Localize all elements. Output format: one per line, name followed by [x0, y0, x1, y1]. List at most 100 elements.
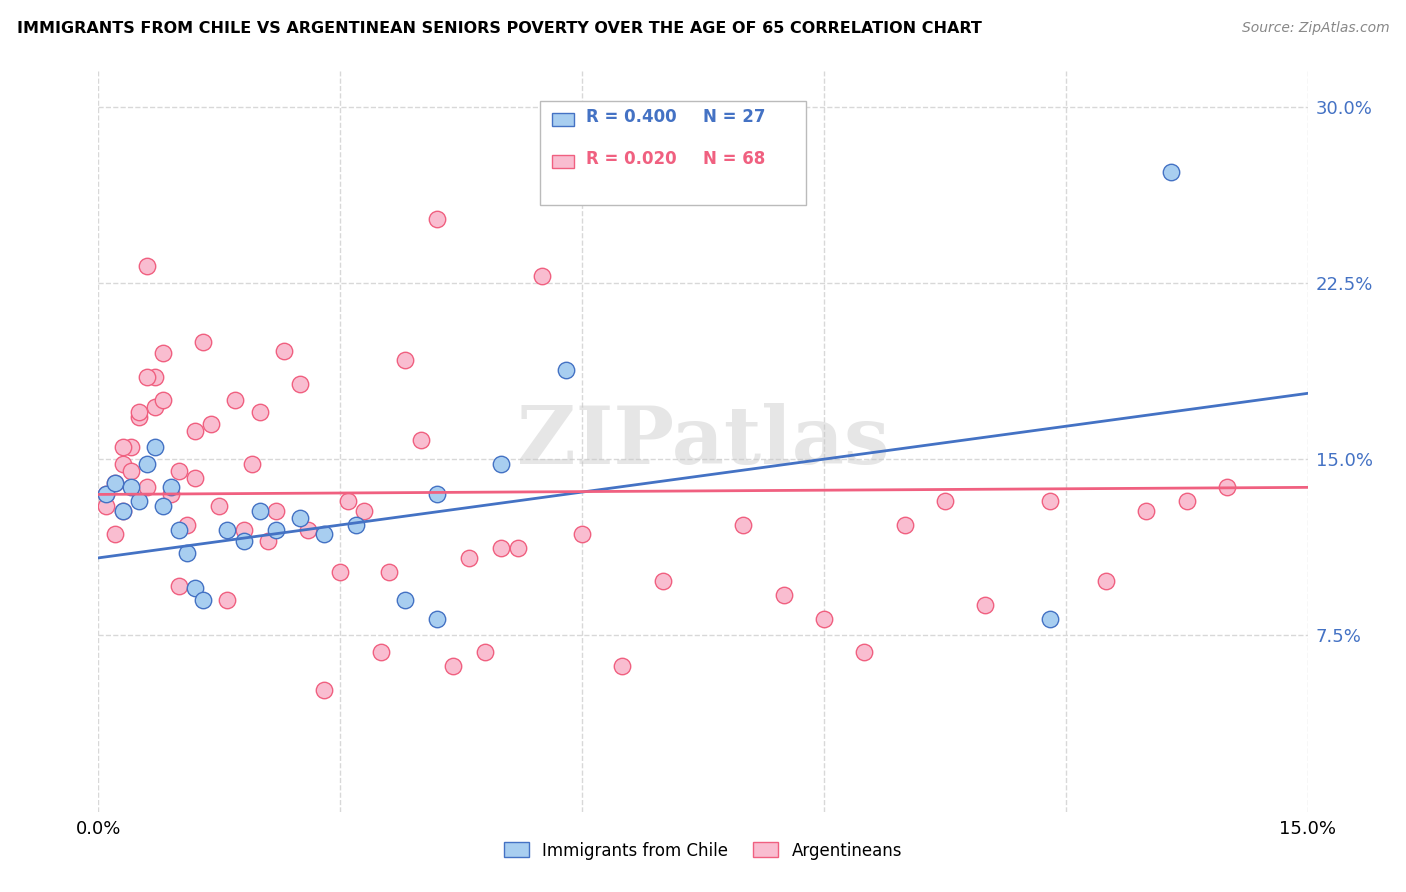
- Point: [232, 523, 254, 537]
- Point: [103, 475, 125, 490]
- Point: [152, 499, 174, 513]
- Point: [160, 487, 183, 501]
- Point: [1039, 494, 1062, 508]
- Point: [337, 494, 360, 508]
- Point: [409, 434, 432, 448]
- Point: [370, 645, 392, 659]
- Point: [571, 527, 593, 541]
- Point: [240, 457, 263, 471]
- Point: [426, 487, 449, 501]
- Point: [103, 527, 125, 541]
- Point: [176, 546, 198, 560]
- Point: [128, 405, 150, 419]
- Point: [288, 511, 311, 525]
- Point: [506, 541, 529, 556]
- Point: [128, 409, 150, 424]
- Point: [120, 480, 142, 494]
- Text: IMMIGRANTS FROM CHILE VS ARGENTINEAN SENIORS POVERTY OVER THE AGE OF 65 CORRELAT: IMMIGRANTS FROM CHILE VS ARGENTINEAN SEN…: [17, 21, 981, 37]
- Point: [314, 682, 336, 697]
- Point: [314, 527, 336, 541]
- Point: [264, 504, 287, 518]
- Point: [612, 659, 634, 673]
- FancyBboxPatch shape: [551, 155, 574, 169]
- Point: [772, 589, 794, 603]
- Point: [1216, 480, 1239, 494]
- Point: [193, 334, 215, 349]
- Point: [256, 534, 278, 549]
- Point: [120, 464, 142, 478]
- Point: [733, 518, 755, 533]
- Point: [217, 593, 239, 607]
- Point: [143, 441, 166, 455]
- Point: [893, 518, 915, 533]
- Point: [249, 405, 271, 419]
- Point: [184, 424, 207, 438]
- Point: [249, 504, 271, 518]
- Point: [135, 457, 157, 471]
- Point: [120, 441, 142, 455]
- Legend: Immigrants from Chile, Argentineans: Immigrants from Chile, Argentineans: [498, 835, 908, 866]
- Point: [458, 550, 481, 565]
- Point: [273, 344, 295, 359]
- Point: [135, 370, 157, 384]
- Text: Source: ZipAtlas.com: Source: ZipAtlas.com: [1241, 21, 1389, 36]
- FancyBboxPatch shape: [540, 101, 806, 204]
- Point: [426, 612, 449, 626]
- Point: [377, 565, 399, 579]
- Point: [530, 268, 553, 283]
- Point: [224, 393, 246, 408]
- Point: [184, 471, 207, 485]
- Point: [1175, 494, 1198, 508]
- Text: R = 0.400: R = 0.400: [586, 108, 676, 126]
- Point: [1160, 165, 1182, 179]
- Point: [217, 523, 239, 537]
- Point: [135, 260, 157, 274]
- Point: [135, 480, 157, 494]
- Point: [813, 612, 835, 626]
- Point: [853, 645, 876, 659]
- Point: [934, 494, 956, 508]
- Point: [128, 494, 150, 508]
- Point: [491, 457, 513, 471]
- Point: [111, 504, 134, 518]
- Point: [555, 363, 578, 377]
- Point: [1095, 574, 1118, 589]
- Point: [96, 487, 118, 501]
- Point: [167, 464, 190, 478]
- Point: [208, 499, 231, 513]
- Point: [103, 475, 125, 490]
- Text: N = 27: N = 27: [703, 108, 765, 126]
- Point: [152, 393, 174, 408]
- Point: [474, 645, 496, 659]
- Point: [1039, 612, 1062, 626]
- Point: [264, 523, 287, 537]
- Point: [491, 541, 513, 556]
- Point: [152, 346, 174, 360]
- Point: [441, 659, 464, 673]
- Point: [353, 504, 375, 518]
- Point: [692, 189, 714, 203]
- Point: [143, 370, 166, 384]
- Point: [974, 598, 997, 612]
- Point: [651, 574, 673, 589]
- Point: [394, 593, 416, 607]
- Point: [111, 457, 134, 471]
- Point: [143, 401, 166, 415]
- Point: [184, 582, 207, 596]
- Point: [426, 212, 449, 227]
- Point: [111, 441, 134, 455]
- FancyBboxPatch shape: [551, 112, 574, 126]
- Text: N = 68: N = 68: [703, 150, 765, 168]
- Point: [200, 417, 222, 431]
- Point: [96, 487, 118, 501]
- Point: [160, 480, 183, 494]
- Point: [167, 523, 190, 537]
- Point: [193, 593, 215, 607]
- Point: [167, 579, 190, 593]
- Point: [329, 565, 352, 579]
- Point: [344, 518, 367, 533]
- Point: [1135, 504, 1157, 518]
- Point: [232, 534, 254, 549]
- Point: [111, 504, 134, 518]
- Point: [297, 523, 319, 537]
